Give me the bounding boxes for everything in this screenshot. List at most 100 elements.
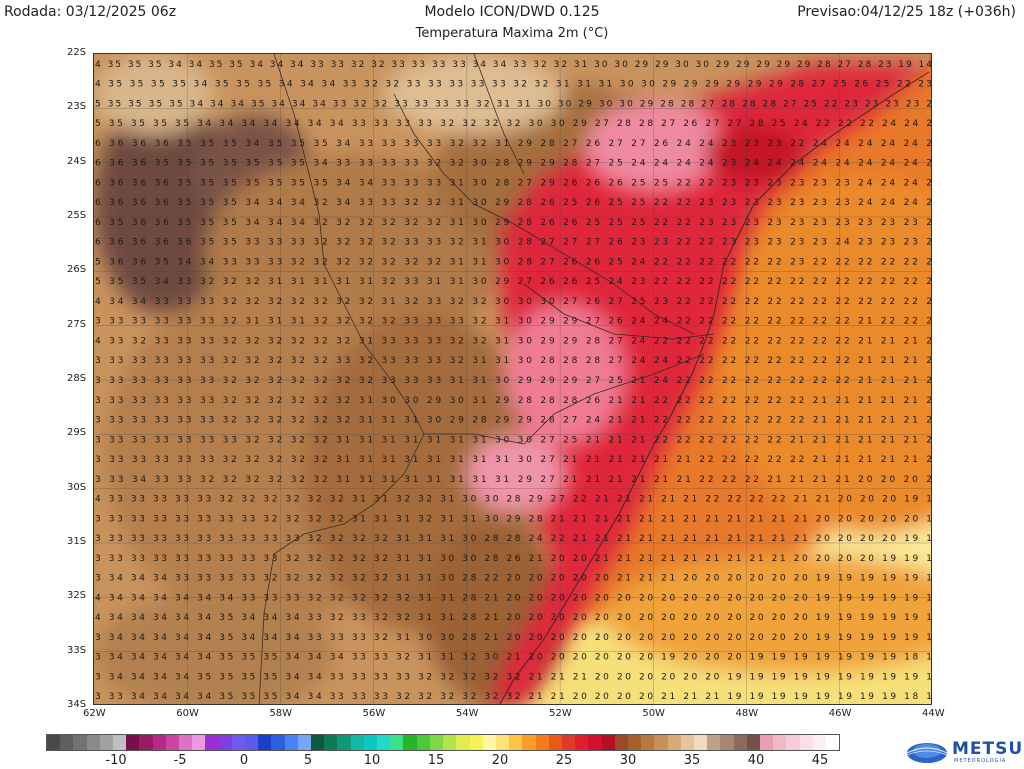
color-swatch bbox=[799, 735, 813, 750]
color-swatch bbox=[113, 735, 127, 750]
temperature-row: 3 33 33 33 33 33 32 32 32 32 32 32 31 31… bbox=[95, 416, 932, 426]
variable-subtitle: Temperatura Maxima 2m (°C) bbox=[415, 26, 609, 41]
scale-tick-label: 15 bbox=[427, 753, 445, 768]
temperature-row: 3 33 33 33 33 33 32 32 32 32 32 33 32 33… bbox=[95, 356, 932, 366]
scale-tick-label: 45 bbox=[811, 753, 829, 768]
lon-tick-label: 54W bbox=[455, 708, 479, 719]
color-swatch bbox=[73, 735, 87, 750]
temperature-row: 6 36 36 36 35 35 35 34 35 35 35 34 33 33… bbox=[95, 139, 932, 149]
lat-tick-label: 27S bbox=[67, 318, 87, 330]
model-title: Modelo ICON/DWD 0.125 bbox=[424, 4, 600, 20]
lat-lon-grid bbox=[94, 54, 931, 704]
lat-tick-label: 32S bbox=[67, 590, 87, 602]
color-swatch bbox=[390, 735, 404, 750]
lon-tick-label: 60W bbox=[176, 708, 199, 719]
color-swatch bbox=[509, 735, 523, 750]
forecast-time-label: Previsao:04/12/25 18z (+036h) bbox=[797, 4, 1016, 20]
color-swatch bbox=[205, 735, 219, 750]
color-swatch bbox=[258, 735, 272, 750]
color-swatch bbox=[192, 735, 206, 750]
lat-tick-label: 23S bbox=[67, 101, 87, 113]
color-swatch bbox=[786, 735, 800, 750]
color-swatch bbox=[363, 735, 378, 750]
color-swatch bbox=[179, 735, 193, 750]
temperature-row: 6 36 36 36 35 35 35 35 35 35 35 34 34 33… bbox=[95, 178, 932, 188]
lat-tick-label: 25S bbox=[67, 210, 87, 221]
lon-tick-label: 56W bbox=[362, 708, 386, 719]
scale-tick-label: 35 bbox=[683, 753, 701, 768]
color-swatch bbox=[60, 735, 74, 750]
lat-tick-label: 30S bbox=[67, 481, 87, 493]
color-swatch bbox=[654, 735, 668, 750]
color-swatch bbox=[641, 735, 655, 750]
temperature-row: 6 35 36 36 35 35 35 34 34 34 32 32 32 32… bbox=[95, 218, 932, 228]
temperature-row: 4 35 35 35 34 34 35 35 34 34 34 33 33 32… bbox=[95, 60, 932, 70]
color-swatch bbox=[825, 735, 840, 750]
color-swatch bbox=[377, 735, 391, 750]
logo-wordmark: METSUL bbox=[952, 739, 1024, 759]
color-swatch bbox=[627, 735, 642, 750]
color-swatch bbox=[773, 735, 787, 750]
color-swatch bbox=[47, 735, 61, 750]
scale-tick-label: 10 bbox=[363, 753, 381, 768]
scale-tick-label: -10 bbox=[105, 753, 127, 768]
color-swatch bbox=[403, 735, 417, 750]
map-canvas: 4 35 35 35 34 34 35 35 34 34 34 33 33 32… bbox=[94, 54, 932, 704]
temperature-row: 4 34 34 33 33 33 32 32 32 32 32 32 32 31… bbox=[95, 297, 932, 307]
color-swatch bbox=[139, 735, 153, 750]
color-swatch bbox=[720, 735, 734, 750]
borders bbox=[258, 54, 715, 704]
color-swatch bbox=[522, 735, 536, 750]
color-swatch bbox=[707, 735, 721, 750]
lon-tick-label: 62W bbox=[83, 708, 106, 719]
color-swatch bbox=[759, 735, 774, 750]
lat-tick-label: 33S bbox=[67, 644, 87, 656]
color-swatch bbox=[561, 735, 576, 750]
logo-tagline: METEOROLOGIA bbox=[954, 758, 1007, 764]
lat-tick-label: 34S bbox=[67, 699, 87, 710]
color-swatch bbox=[324, 735, 338, 750]
temperature-row: 4 33 32 33 33 33 32 32 32 32 32 32 31 33… bbox=[95, 336, 932, 346]
color-swatch bbox=[548, 735, 562, 750]
temperature-row: 3 33 33 33 33 33 32 32 32 32 32 32 32 33… bbox=[95, 376, 932, 386]
run-date-label: Rodada: 03/12/2025 06z bbox=[4, 4, 177, 20]
temperature-row: 6 36 36 35 35 35 35 35 35 35 34 33 33 33… bbox=[95, 159, 932, 169]
scale-tick-label: 30 bbox=[619, 753, 637, 768]
color-swatch bbox=[337, 735, 351, 750]
temperature-row: 3 33 33 33 33 33 32 31 31 31 32 32 32 32… bbox=[95, 317, 932, 327]
color-swatch bbox=[284, 735, 298, 750]
color-swatch bbox=[614, 735, 628, 750]
scale-tick-label: 20 bbox=[491, 753, 509, 768]
color-swatch bbox=[245, 735, 259, 750]
temperature-row: 5 35 35 35 35 34 34 34 35 34 34 34 33 32… bbox=[95, 99, 932, 109]
color-swatch bbox=[311, 735, 325, 750]
color-swatch bbox=[535, 735, 549, 750]
color-swatch bbox=[588, 735, 602, 750]
lat-tick-label: 29S bbox=[67, 427, 87, 439]
scale-tick-label: -5 bbox=[173, 753, 187, 768]
lon-tick-label: 44W bbox=[922, 708, 945, 719]
color-swatch bbox=[812, 735, 826, 750]
lon-tick-label: 46W bbox=[828, 708, 852, 719]
lon-tick-label: 52W bbox=[549, 708, 572, 719]
color-swatch bbox=[350, 735, 364, 750]
color-swatch bbox=[165, 735, 180, 750]
temperature-map: 4 35 35 35 34 34 35 35 34 34 34 33 33 32… bbox=[93, 53, 932, 705]
color-scale-bar bbox=[46, 734, 840, 751]
lat-tick-label: 28S bbox=[67, 373, 87, 384]
scale-tick-label: 0 bbox=[239, 753, 249, 768]
color-swatch bbox=[693, 735, 708, 750]
color-swatch bbox=[469, 735, 483, 750]
globe-icon bbox=[906, 743, 948, 763]
color-swatch bbox=[86, 735, 100, 750]
color-swatch bbox=[271, 735, 285, 750]
color-swatch bbox=[575, 735, 589, 750]
color-swatch bbox=[99, 735, 114, 750]
color-swatch bbox=[482, 735, 496, 750]
scale-tick-label: 25 bbox=[555, 753, 573, 768]
lat-tick-label: 22S bbox=[67, 47, 87, 58]
lat-tick-label: 26S bbox=[67, 264, 87, 276]
lon-tick-label: 48W bbox=[735, 708, 759, 719]
color-swatch bbox=[680, 735, 694, 750]
color-swatch bbox=[443, 735, 457, 750]
